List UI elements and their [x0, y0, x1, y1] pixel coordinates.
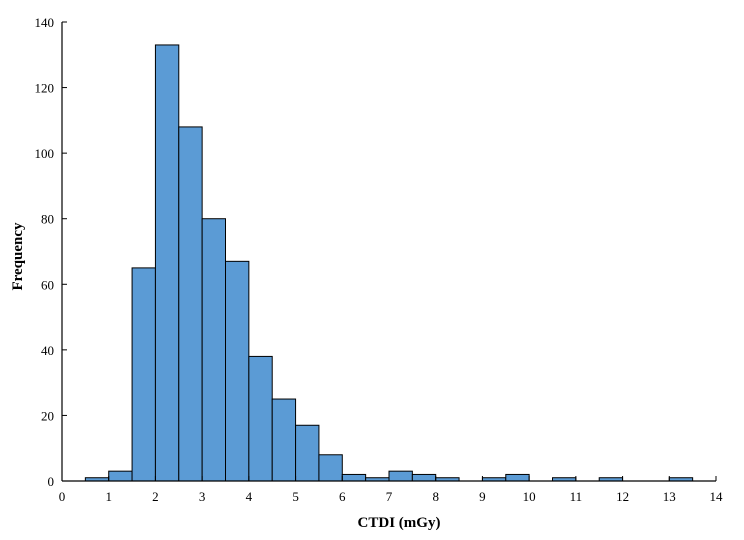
histogram-bar [411, 473, 437, 482]
y-tick-label: 20 [41, 408, 54, 423]
histogram-bar [178, 126, 203, 482]
histogram-bar [295, 424, 320, 482]
x-tick-label: 14 [710, 489, 724, 504]
histogram-bar [341, 473, 367, 482]
x-tick-label: 5 [292, 489, 299, 504]
bars-group [84, 44, 694, 482]
histogram-bar [271, 398, 297, 482]
histogram-bar [108, 470, 133, 482]
y-tick-label: 60 [41, 277, 54, 292]
x-tick-label: 3 [199, 489, 206, 504]
histogram-bar [318, 454, 343, 482]
x-tick-label: 11 [570, 489, 583, 504]
y-tick-label: 120 [35, 81, 55, 96]
histogram-bar [388, 470, 413, 482]
x-tick-label: 9 [479, 489, 486, 504]
x-tick-label: 6 [339, 489, 346, 504]
y-tick-label: 80 [41, 212, 54, 227]
histogram-bar [131, 267, 156, 482]
x-tick-label: 8 [432, 489, 439, 504]
y-tick-label: 0 [48, 474, 55, 489]
x-tick-label: 7 [386, 489, 393, 504]
y-ticks-group: 0 20 40 60 80 100 120 140 [35, 15, 67, 489]
x-tick-label: 4 [246, 489, 253, 504]
x-ticks-group: 0 1 2 3 4 5 6 7 8 9 10 11 12 13 14 [59, 476, 723, 504]
histogram-bar [201, 218, 226, 482]
y-axis-title: Frequency [10, 222, 26, 291]
histogram-bar [154, 44, 180, 482]
x-tick-label: 0 [59, 489, 66, 504]
histogram-bar [225, 260, 250, 482]
x-tick-label: 10 [523, 489, 536, 504]
x-tick-label: 1 [105, 489, 112, 504]
x-tick-label: 13 [663, 489, 676, 504]
y-tick-label: 100 [35, 146, 55, 161]
histogram-bar [248, 355, 273, 482]
x-tick-label: 2 [152, 489, 159, 504]
y-tick-label: 140 [35, 15, 55, 30]
y-tick-label: 40 [41, 343, 54, 358]
x-axis-title: CTDI (mGy) [358, 515, 441, 531]
histogram-bar [505, 473, 530, 482]
x-tick-label: 12 [616, 489, 629, 504]
